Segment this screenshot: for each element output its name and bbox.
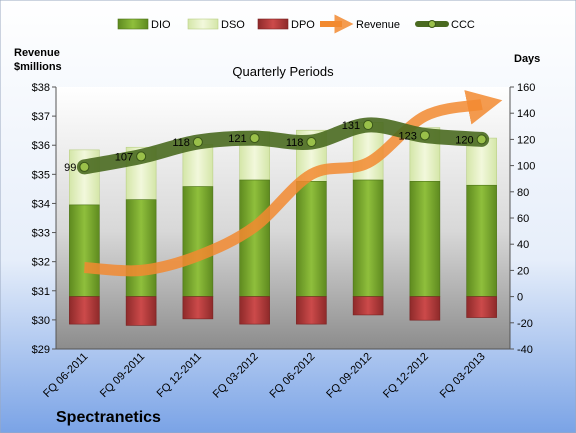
ccc-point [476, 134, 487, 145]
dpo-bar [352, 296, 384, 316]
ccc-point [79, 161, 90, 172]
ccc-point [363, 119, 374, 130]
dio-bar [125, 199, 157, 297]
ccc-data-label: 131 [342, 120, 360, 132]
ccc-data-label: 120 [455, 134, 473, 146]
chart-title: Quarterly Periods [232, 64, 334, 79]
right-tick-label: 160 [517, 82, 535, 94]
plot-area [56, 87, 510, 349]
left-tick-label: $29 [32, 344, 50, 356]
left-tick-label: $38 [32, 82, 50, 94]
dpo-bar [182, 296, 214, 320]
dio-bar [296, 181, 327, 297]
legend-swatch-dio [117, 18, 149, 30]
left-tick-label: $34 [32, 198, 50, 210]
ccc-data-label: 118 [286, 137, 304, 149]
right-tick-label: -20 [517, 318, 533, 330]
revenue-line [83, 90, 503, 277]
left-axis-label-line2: $millions [14, 61, 62, 73]
lines-layer: 99 107 118 121 118 131 123 120 [64, 90, 503, 277]
left-tick-label: $32 [32, 257, 50, 269]
dio-bar [409, 181, 441, 297]
dio-bar [69, 204, 100, 297]
ccc-data-label: 123 [399, 130, 417, 142]
dio-bar [352, 179, 384, 297]
legend-swatch-dpo [257, 18, 289, 30]
right-tick-label: 120 [517, 134, 535, 146]
right-tick-label: 100 [517, 161, 535, 173]
ccc-data-label: 121 [228, 133, 246, 145]
legend: DIO DSO DPO Revenue CCC [117, 14, 475, 34]
ccc-point [136, 151, 147, 162]
right-tick-label: 0 [517, 292, 523, 304]
left-tick-label: $37 [32, 111, 50, 123]
legend-label-ccc: CCC [451, 19, 475, 31]
dpo-bar [69, 296, 100, 325]
right-tick-label: 20 [517, 265, 529, 277]
right-tick-label: 80 [517, 187, 529, 199]
left-axis-label-line1: Revenue [14, 47, 60, 59]
ccc-point [249, 133, 260, 144]
left-tick-label: $36 [32, 140, 50, 152]
right-axis-label: Days [514, 53, 540, 65]
legend-label-dso: DSO [221, 19, 245, 31]
legend-label-dpo: DPO [291, 19, 315, 31]
left-tick-label: $35 [32, 169, 50, 181]
ccc-data-label: 118 [172, 137, 190, 149]
ccc-point [192, 137, 203, 148]
company-name: Spectranetics [56, 409, 161, 426]
right-tick-label: 40 [517, 239, 529, 251]
left-tick-label: $31 [32, 286, 50, 298]
dpo-bar [296, 296, 327, 325]
dpo-bar [239, 296, 270, 325]
dpo-bar [125, 296, 157, 326]
dio-bar [182, 186, 214, 297]
left-tick-label: $33 [32, 228, 50, 240]
ccc-point [306, 137, 317, 148]
left-tick-label: $30 [32, 315, 50, 327]
dio-bar [466, 184, 497, 297]
dpo-bar [466, 296, 497, 318]
dpo-bar [409, 296, 441, 321]
ccc-data-label: 107 [115, 151, 133, 163]
legend-swatch-dso [187, 18, 219, 30]
ccc-data-label: 99 [64, 162, 76, 174]
legend-label-revenue: Revenue [356, 19, 400, 31]
right-tick-label: 140 [517, 108, 535, 120]
legend-label-dio: DIO [151, 19, 171, 31]
legend-swatch-ccc-point [428, 20, 436, 28]
ccc-point [419, 130, 430, 141]
right-tick-label: -40 [517, 344, 533, 356]
right-tick-label: 60 [517, 213, 529, 225]
